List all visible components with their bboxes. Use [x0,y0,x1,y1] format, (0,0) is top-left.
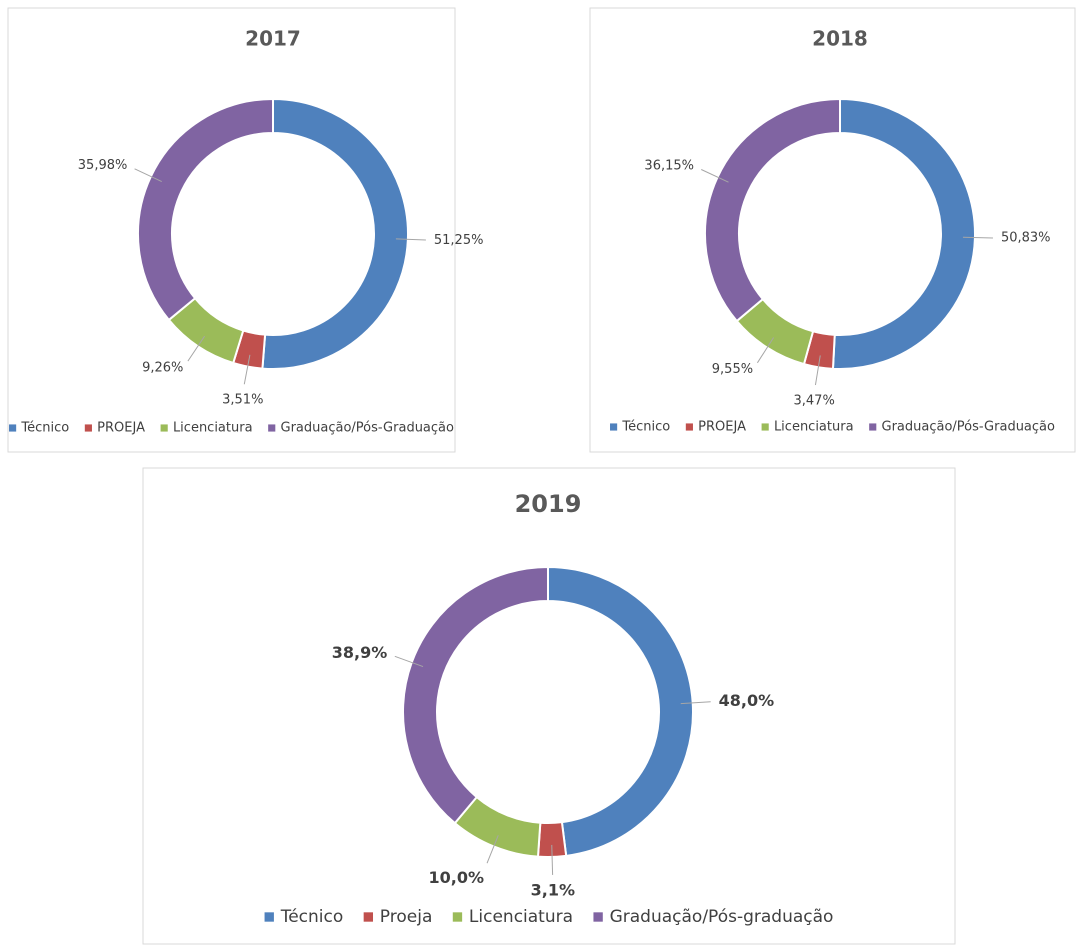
leader-line [756,337,775,364]
legend-swatch [869,423,877,431]
data-label: 38,9% [332,643,388,662]
data-label: 3,47% [794,393,835,408]
legend-swatch [268,424,276,432]
legend-swatch [9,424,17,432]
donut-segment [137,97,274,322]
legend-label: PROEJA [97,421,145,436]
chart-title: 2017 [245,27,301,51]
legend-label: PROEJA [698,420,746,435]
legend-label: Graduação/Pós-Graduação [281,421,455,436]
leader-line [486,835,499,864]
leader-line [134,168,162,183]
leader-line [680,701,711,705]
leader-line [395,238,426,241]
data-label: 10,0% [429,868,485,887]
legend-swatch [685,423,693,431]
legend-swatch [610,423,618,431]
donut-segment [402,565,549,825]
leader-line [962,236,993,239]
legend-label: Graduação/Pós-graduação [610,907,834,927]
legend-swatch [761,423,769,431]
legend-label: Licenciatura [469,907,573,927]
chart-title: 2018 [812,27,868,51]
leader-line [243,354,251,385]
legend-swatch [84,424,92,432]
data-label: 48,0% [719,691,775,710]
legend-label: Licenciatura [774,420,854,435]
data-label: 3,1% [531,880,575,899]
legend-swatch [593,912,603,922]
chart-frame [142,467,956,945]
legend-swatch [452,912,463,922]
donut-segment [547,565,694,857]
legend-swatch [264,912,274,922]
legend-label: Técnico [621,420,670,435]
donut-segment [704,97,841,323]
legend-swatch [363,912,374,922]
leader-line [701,169,729,183]
leader-line [394,655,424,668]
data-label: 50,83% [1001,231,1051,246]
legend-label: Técnico [280,907,344,927]
leader-line [814,355,821,386]
data-label: 51,25% [434,233,484,248]
donut-segment [261,97,409,370]
chart-title: 2019 [515,490,582,518]
chart-frame [589,7,1076,453]
leader-line [551,844,554,875]
legend-label: Técnico [20,421,69,436]
data-label: 9,26% [142,360,183,375]
legend-label: Graduação/Pós-Graduação [882,420,1056,435]
data-label: 35,98% [78,158,128,173]
legend-label: Proeja [380,907,433,927]
data-label: 9,55% [712,362,753,377]
leader-line [187,335,205,362]
data-label: 36,15% [644,159,694,174]
legend-label: Licenciatura [173,421,253,436]
legend-swatch [160,424,168,432]
data-label: 3,51% [222,393,263,408]
donut-segment [831,97,977,370]
